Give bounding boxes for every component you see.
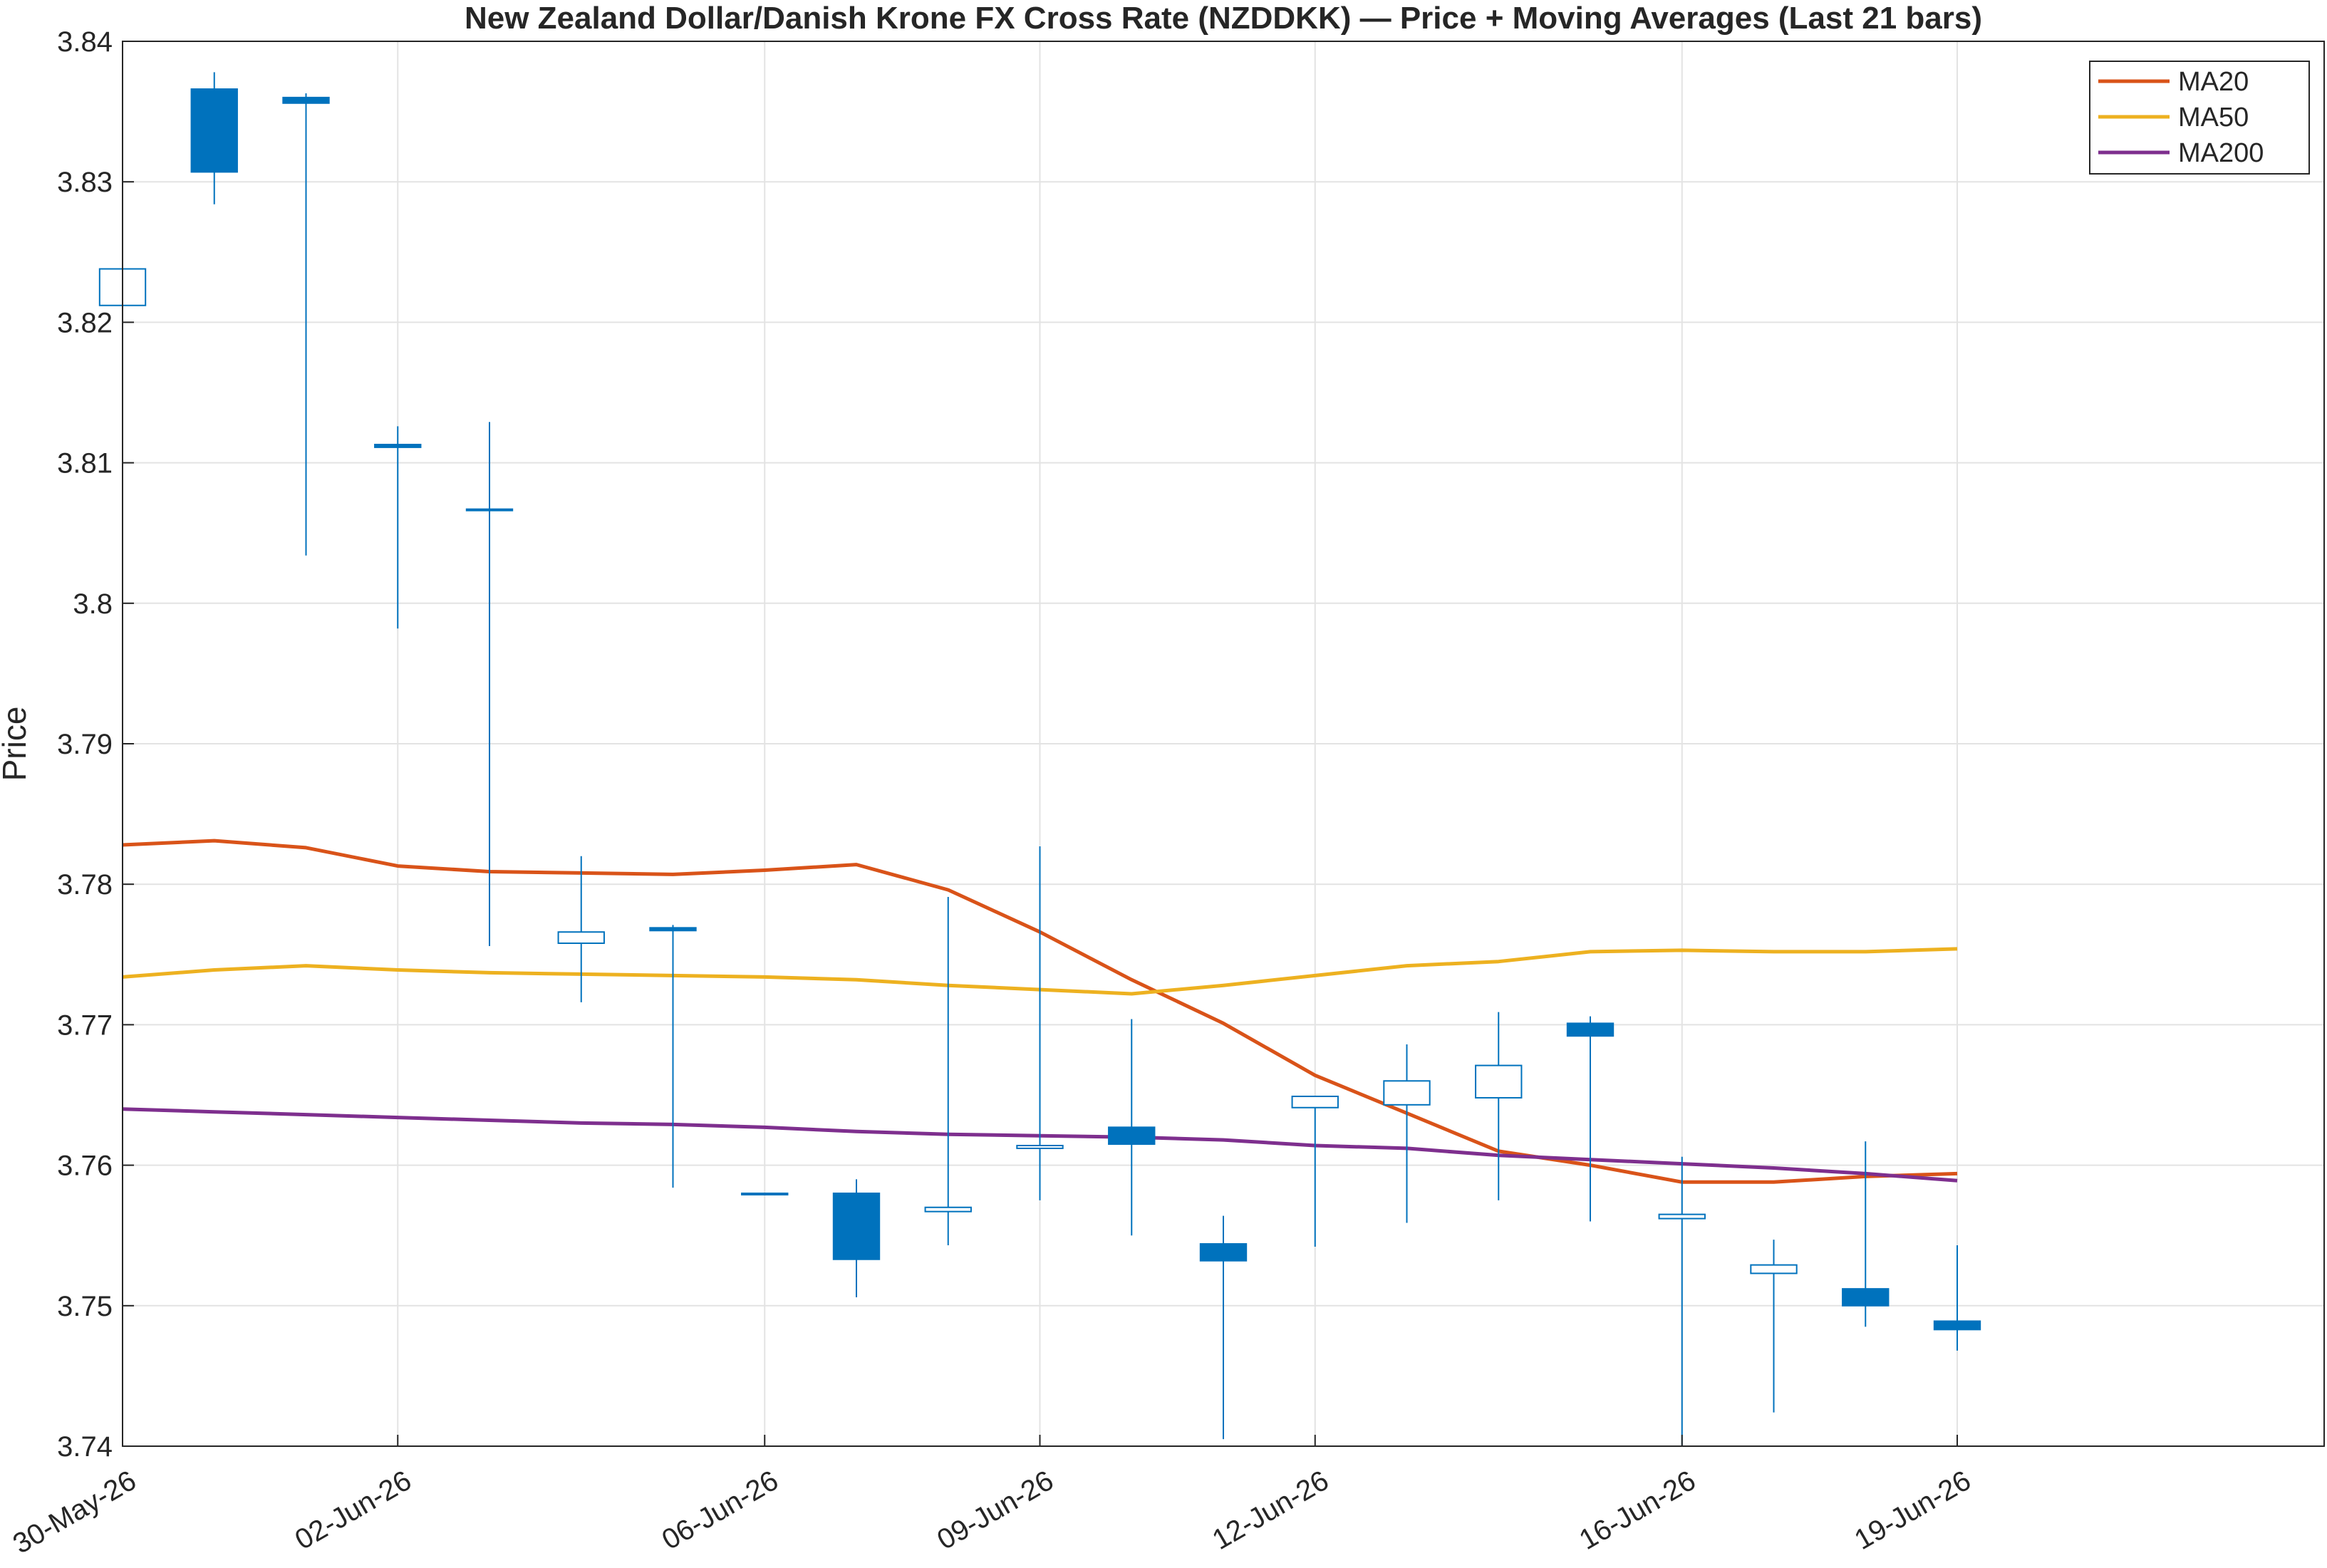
candle (1383, 1044, 1431, 1223)
candle (832, 1179, 881, 1297)
candle (1291, 1095, 1339, 1247)
candle (1016, 846, 1064, 1200)
candle (1566, 1016, 1615, 1222)
candle (1199, 1215, 1248, 1440)
candle (282, 93, 330, 556)
candle (1475, 1012, 1523, 1200)
y-tick-label: 3.8 (73, 588, 113, 620)
y-tick-label: 3.75 (57, 1291, 113, 1322)
y-tick-label: 3.84 (57, 26, 113, 58)
y-tick-label: 3.83 (57, 167, 113, 198)
candle-body-up (924, 1206, 972, 1213)
candle-body-up (557, 931, 605, 945)
candle-body-down (649, 927, 697, 932)
candle (1108, 1019, 1156, 1236)
candle-body-up (1383, 1080, 1431, 1106)
chart-title: New Zealand Dollar/Danish Krone FX Cross… (465, 1, 1982, 36)
y-tick-label: 3.81 (57, 448, 113, 479)
legend-label-ma50: MA50 (2178, 103, 2249, 133)
y-tick-label: 3.79 (57, 729, 113, 760)
y-tick-label: 3.74 (57, 1431, 113, 1463)
candle-body-up (741, 1193, 789, 1196)
candle-body-down (1199, 1243, 1248, 1262)
y-tick-label: 3.77 (57, 1009, 113, 1041)
candle-body-down (1566, 1022, 1615, 1037)
candle-body-down (374, 443, 422, 448)
y-tick-label: 3.76 (57, 1151, 113, 1182)
candle-body-down (832, 1193, 881, 1260)
candle (1750, 1240, 1798, 1413)
candle (1933, 1245, 1981, 1351)
candle-body-up (1475, 1064, 1523, 1099)
candle-body-up (1750, 1264, 1798, 1274)
candle (374, 426, 422, 629)
y-tick-label: 3.78 (57, 869, 113, 900)
legend-label-ma200: MA200 (2178, 138, 2264, 168)
candle (741, 1193, 789, 1196)
y-tick-label: 3.82 (57, 307, 113, 338)
candle (924, 896, 972, 1246)
candle (1842, 1141, 1890, 1327)
legend-label-ma20: MA20 (2178, 67, 2249, 97)
candle-body-down (190, 88, 238, 173)
candle-body-up (1658, 1213, 1706, 1220)
candle (465, 422, 514, 946)
candle (190, 72, 238, 204)
candle-body-up (465, 508, 514, 512)
candle-body-down (1108, 1126, 1156, 1146)
candle-body-up (1016, 1144, 1064, 1149)
y-axis-label: Price (0, 707, 33, 782)
candle (1658, 1156, 1706, 1446)
candle (557, 856, 605, 1002)
candle-body-down (282, 96, 330, 104)
candle-body-down (1842, 1288, 1890, 1307)
candle-body-down (1933, 1320, 1981, 1331)
candle (649, 925, 697, 1188)
legend: MA20 MA50 MA200 (2089, 61, 2310, 175)
candle-body-up (1291, 1095, 1339, 1108)
